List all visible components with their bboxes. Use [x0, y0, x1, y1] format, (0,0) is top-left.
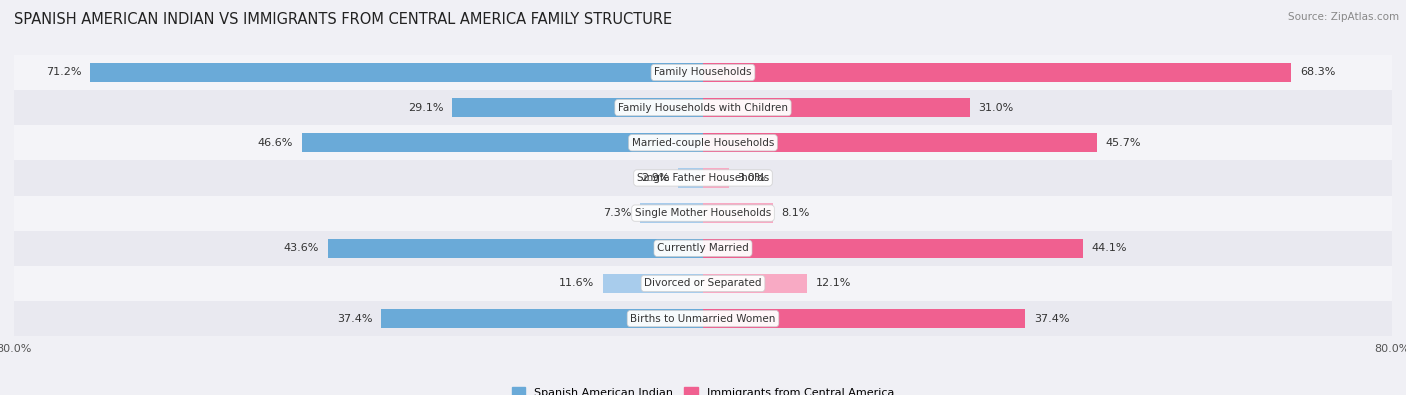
- Text: 37.4%: 37.4%: [337, 314, 373, 324]
- Text: Married-couple Households: Married-couple Households: [631, 138, 775, 148]
- Bar: [14, 55, 1392, 90]
- Text: 44.1%: 44.1%: [1091, 243, 1126, 253]
- Text: 7.3%: 7.3%: [603, 208, 631, 218]
- Bar: [703, 203, 773, 223]
- Text: 29.1%: 29.1%: [408, 103, 444, 113]
- Bar: [328, 239, 703, 258]
- Text: 12.1%: 12.1%: [815, 278, 851, 288]
- Bar: [14, 196, 1392, 231]
- Text: 45.7%: 45.7%: [1105, 138, 1140, 148]
- Bar: [90, 63, 703, 82]
- Legend: Spanish American Indian, Immigrants from Central America: Spanish American Indian, Immigrants from…: [512, 387, 894, 395]
- Bar: [703, 239, 1083, 258]
- Text: Divorced or Separated: Divorced or Separated: [644, 278, 762, 288]
- Text: Source: ZipAtlas.com: Source: ZipAtlas.com: [1288, 12, 1399, 22]
- Bar: [703, 133, 1097, 152]
- Bar: [381, 309, 703, 328]
- Bar: [14, 160, 1392, 196]
- Bar: [640, 203, 703, 223]
- Bar: [14, 90, 1392, 125]
- Text: 46.6%: 46.6%: [257, 138, 292, 148]
- Text: Family Households with Children: Family Households with Children: [619, 103, 787, 113]
- Bar: [703, 274, 807, 293]
- Bar: [14, 125, 1392, 160]
- Text: 11.6%: 11.6%: [560, 278, 595, 288]
- Bar: [302, 133, 703, 152]
- Bar: [14, 231, 1392, 266]
- Bar: [703, 63, 1291, 82]
- Text: 43.6%: 43.6%: [284, 243, 319, 253]
- Text: Family Households: Family Households: [654, 68, 752, 77]
- Text: 8.1%: 8.1%: [782, 208, 810, 218]
- Bar: [453, 98, 703, 117]
- Text: 2.9%: 2.9%: [641, 173, 669, 183]
- Text: 31.0%: 31.0%: [979, 103, 1014, 113]
- Text: 3.0%: 3.0%: [738, 173, 766, 183]
- Bar: [703, 98, 970, 117]
- Text: 68.3%: 68.3%: [1299, 68, 1336, 77]
- Bar: [703, 168, 728, 188]
- Bar: [703, 309, 1025, 328]
- Bar: [14, 266, 1392, 301]
- Text: 71.2%: 71.2%: [46, 68, 82, 77]
- Text: Currently Married: Currently Married: [657, 243, 749, 253]
- Text: SPANISH AMERICAN INDIAN VS IMMIGRANTS FROM CENTRAL AMERICA FAMILY STRUCTURE: SPANISH AMERICAN INDIAN VS IMMIGRANTS FR…: [14, 12, 672, 27]
- Bar: [603, 274, 703, 293]
- Text: Single Father Households: Single Father Households: [637, 173, 769, 183]
- Bar: [14, 301, 1392, 336]
- Text: Single Mother Households: Single Mother Households: [636, 208, 770, 218]
- Bar: [678, 168, 703, 188]
- Text: 37.4%: 37.4%: [1033, 314, 1069, 324]
- Text: Births to Unmarried Women: Births to Unmarried Women: [630, 314, 776, 324]
